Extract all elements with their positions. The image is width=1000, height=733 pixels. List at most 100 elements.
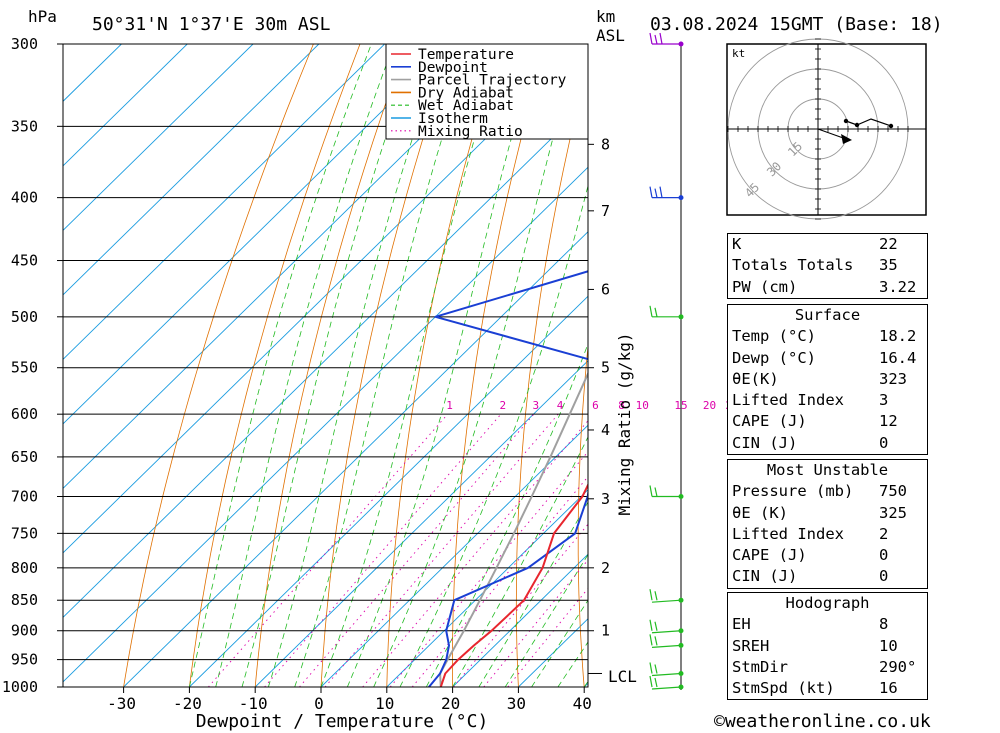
index-label: Pressure (mb) — [732, 482, 854, 501]
isotherm-line — [386, 489, 588, 687]
index-row: K 22 — [728, 234, 927, 255]
index-row: Lifted Index 2 — [728, 524, 927, 545]
index-value: 2 — [879, 524, 889, 543]
mixing-ratio-label: 2 — [500, 399, 507, 412]
km-tick-label: 6 — [601, 280, 610, 298]
hodograph-unit-label: kt — [732, 47, 745, 60]
index-label: CIN (J) — [732, 433, 798, 452]
index-label: StmSpd (kt) — [732, 679, 835, 698]
wet-adiabat-line — [215, 44, 395, 687]
index-row: CIN (J) 0 — [728, 566, 927, 587]
wet-adiabat-line — [452, 436, 588, 687]
index-value: 0 — [879, 567, 889, 586]
copyright: ©weatheronline.co.uk — [714, 711, 931, 732]
km-tick-label: 8 — [601, 135, 610, 153]
surface-title: Surface — [794, 306, 861, 324]
index-label: StmDir — [732, 657, 788, 676]
storm-motion-vector — [817, 128, 847, 140]
hodograph-stats-title: Hodograph — [785, 594, 870, 612]
dry-adiabat-line — [320, 44, 454, 687]
index-row: CIN (J) 0 — [728, 433, 927, 454]
hpa-unit-label: hPa — [28, 7, 57, 26]
mixing-ratio-label: 20 — [703, 399, 716, 412]
hodograph-stats-box: Hodograph EH 8 SREH 10 StmDir 290° StmSpd (kt)… — [727, 592, 928, 701]
index-label: CAPE (J) — [732, 546, 807, 565]
index-row: θE(K) 323 — [728, 369, 927, 390]
temp-tick-label: -10 — [239, 694, 268, 713]
mixing-ratio-axis-title: Mixing Ratio (g/kg) — [615, 332, 634, 515]
index-value: 0 — [879, 433, 889, 452]
mixing-ratio-label: 10 — [636, 399, 649, 412]
index-row: EH 8 — [728, 614, 927, 635]
legend-box — [385, 43, 589, 140]
most-unstable-title: Most Unstable — [766, 461, 889, 479]
pressure-tick-label: 400 — [11, 189, 38, 207]
index-row: Dewp (°C) 16.4 — [728, 348, 927, 369]
index-row: StmSpd (kt) 16 — [728, 678, 927, 699]
isotherm-line — [63, 166, 588, 683]
index-value: 12 — [879, 412, 898, 431]
isotherm-line — [254, 360, 588, 687]
index-label: CIN (J) — [732, 567, 798, 586]
wind-barb — [649, 662, 684, 677]
index-value: 16.4 — [879, 348, 917, 367]
isotherm-line — [63, 44, 583, 554]
index-value: 16 — [879, 679, 898, 698]
wind-barb — [649, 619, 684, 634]
wind-barb — [649, 589, 684, 603]
wet-adiabat-line — [268, 44, 445, 687]
temperature-curve — [439, 482, 588, 687]
wind-barb — [649, 634, 684, 648]
legend-label: Dry Adiabat — [418, 85, 514, 101]
index-label: K — [732, 235, 742, 253]
dry-adiabat-line — [189, 44, 361, 687]
temp-tick-label: 30 — [507, 694, 526, 713]
wind-barb — [649, 32, 684, 47]
hodograph-stats-table: Hodograph EH 8 SREH 10 StmDir 290° StmSpd (kt)… — [728, 593, 927, 700]
dry-adiabat-line — [638, 44, 686, 687]
indices-general-box: K 22 Totals Totals 35 PW (cm) 3.22 — [727, 233, 928, 299]
km-tick-label: 7 — [601, 202, 610, 220]
wind-barb — [649, 305, 684, 320]
dry-adiabat-line — [962, 44, 1000, 687]
indices-general-table: K 22 Totals Totals 35 PW (cm) 3.22 — [728, 234, 927, 298]
mixing-ratio-label: 8 — [618, 399, 625, 412]
datetime-title: 03.08.2024 15GMT (Base: 18) — [650, 14, 943, 35]
pressure-tick-label: 500 — [11, 308, 38, 326]
index-row: Lifted Index 3 — [728, 390, 927, 411]
index-label: Temp (°C) — [732, 327, 816, 346]
pressure-tick-label: 750 — [11, 524, 38, 542]
km-tick-label: 4 — [601, 421, 610, 439]
temp-tick-label: 40 — [573, 694, 592, 713]
pressure-tick-label: 300 — [11, 35, 38, 53]
pressure-tick-label: 350 — [11, 117, 38, 135]
index-value: 35 — [879, 256, 898, 275]
km-tick-label: 5 — [601, 359, 610, 377]
mixing-ratio-label: 6 — [592, 399, 599, 412]
wet-adiabat-line — [425, 342, 588, 687]
wind-barb — [649, 485, 684, 500]
index-label: Totals Totals — [732, 256, 854, 275]
location-title: 50°31'N 1°37'E 30m ASL — [92, 14, 331, 35]
wind-barb — [649, 186, 684, 201]
wet-adiabat-line — [399, 184, 588, 687]
legend-label: Wet Adiabat — [418, 98, 514, 114]
pressure-tick-label: 950 — [11, 651, 38, 669]
index-row: PW (cm) 3.22 — [728, 277, 927, 298]
parcel-trajectory-curve — [439, 371, 588, 687]
hodograph-trace — [845, 118, 892, 127]
wet-adiabat-line — [294, 44, 473, 687]
index-row: Temp (°C) 18.2 — [728, 326, 927, 347]
temp-tick-label: 0 — [314, 694, 324, 713]
pressure-tick-label: 900 — [11, 622, 38, 640]
surface-box: Surface Temp (°C) 18.2 Dewp (°C) 16.4 θE(K) 3… — [727, 304, 928, 456]
index-label: θE(K) — [732, 369, 779, 388]
isotherm-line — [320, 424, 588, 687]
km-tick-label: 3 — [601, 490, 610, 508]
index-label: SREH — [732, 636, 770, 655]
wet-adiabat-line — [346, 44, 539, 687]
temp-tick-label: -20 — [173, 694, 202, 713]
most-unstable-table: Most Unstable Pressure (mb) 750 θE (K) 325 L… — [728, 460, 927, 588]
storm-motion-arrowhead — [841, 134, 852, 144]
